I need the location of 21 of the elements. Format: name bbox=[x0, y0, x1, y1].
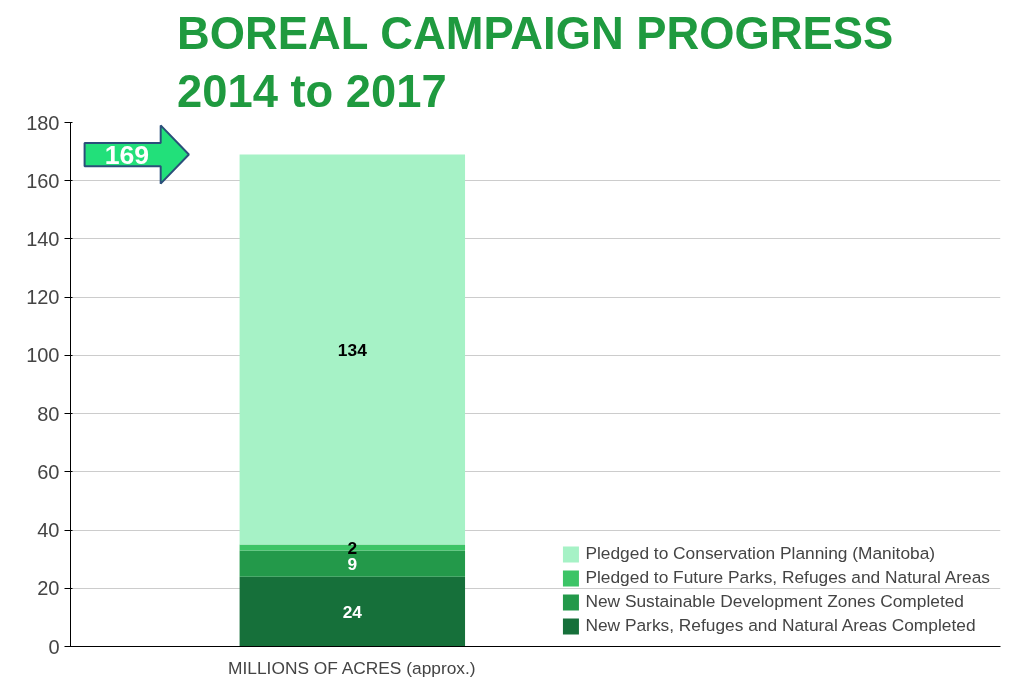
y-tick-label: 40 bbox=[37, 519, 60, 542]
data-label: 24 bbox=[342, 601, 363, 622]
y-tick-label: 180 bbox=[26, 111, 60, 134]
chart-title: BOREAL CAMPAIGN PROGRESS bbox=[177, 7, 894, 59]
legend-label: Pledged to Future Parks, Refuges and Natural Areas bbox=[585, 567, 990, 588]
legend-label: New Parks, Refuges and Natural Areas Completed bbox=[585, 615, 976, 636]
legend-label: New Sustainable Development Zones Completed bbox=[585, 591, 964, 612]
y-tick-label: 140 bbox=[26, 227, 60, 250]
y-tick-label: 80 bbox=[37, 402, 60, 425]
y-tick-label: 60 bbox=[37, 460, 60, 483]
legend-label: Pledged to Conservation Planning (Manitoba) bbox=[585, 543, 936, 564]
bar bbox=[239, 576, 466, 647]
y-tick-label: 20 bbox=[37, 577, 60, 600]
data-label: 134 bbox=[337, 339, 368, 360]
annotation: 169 bbox=[104, 139, 150, 170]
y-tick-label: 0 bbox=[48, 635, 60, 658]
y-tick-label: 100 bbox=[26, 344, 60, 367]
x-tick-label: MILLIONS OF ACRES (approx.) bbox=[228, 657, 476, 678]
y-tick-label: 160 bbox=[26, 169, 60, 192]
chart-subtitle: 2014 to 2017 bbox=[177, 66, 447, 118]
y-tick-label: 120 bbox=[26, 286, 60, 309]
